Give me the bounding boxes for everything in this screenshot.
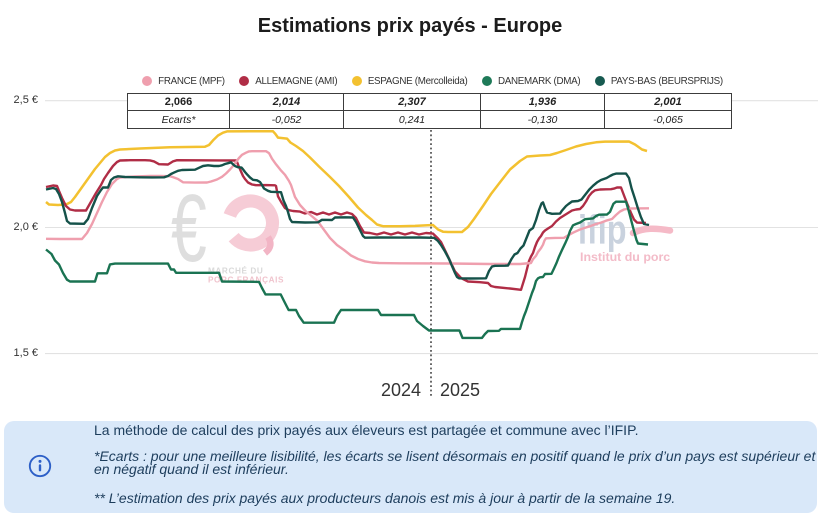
svg-text:€: € (171, 175, 207, 282)
svg-text:Institut du porc: Institut du porc (580, 250, 670, 264)
svg-text:PORC FRANÇAIS: PORC FRANÇAIS (208, 276, 284, 285)
svg-text:MARCHÉ DU: MARCHÉ DU (208, 266, 263, 276)
